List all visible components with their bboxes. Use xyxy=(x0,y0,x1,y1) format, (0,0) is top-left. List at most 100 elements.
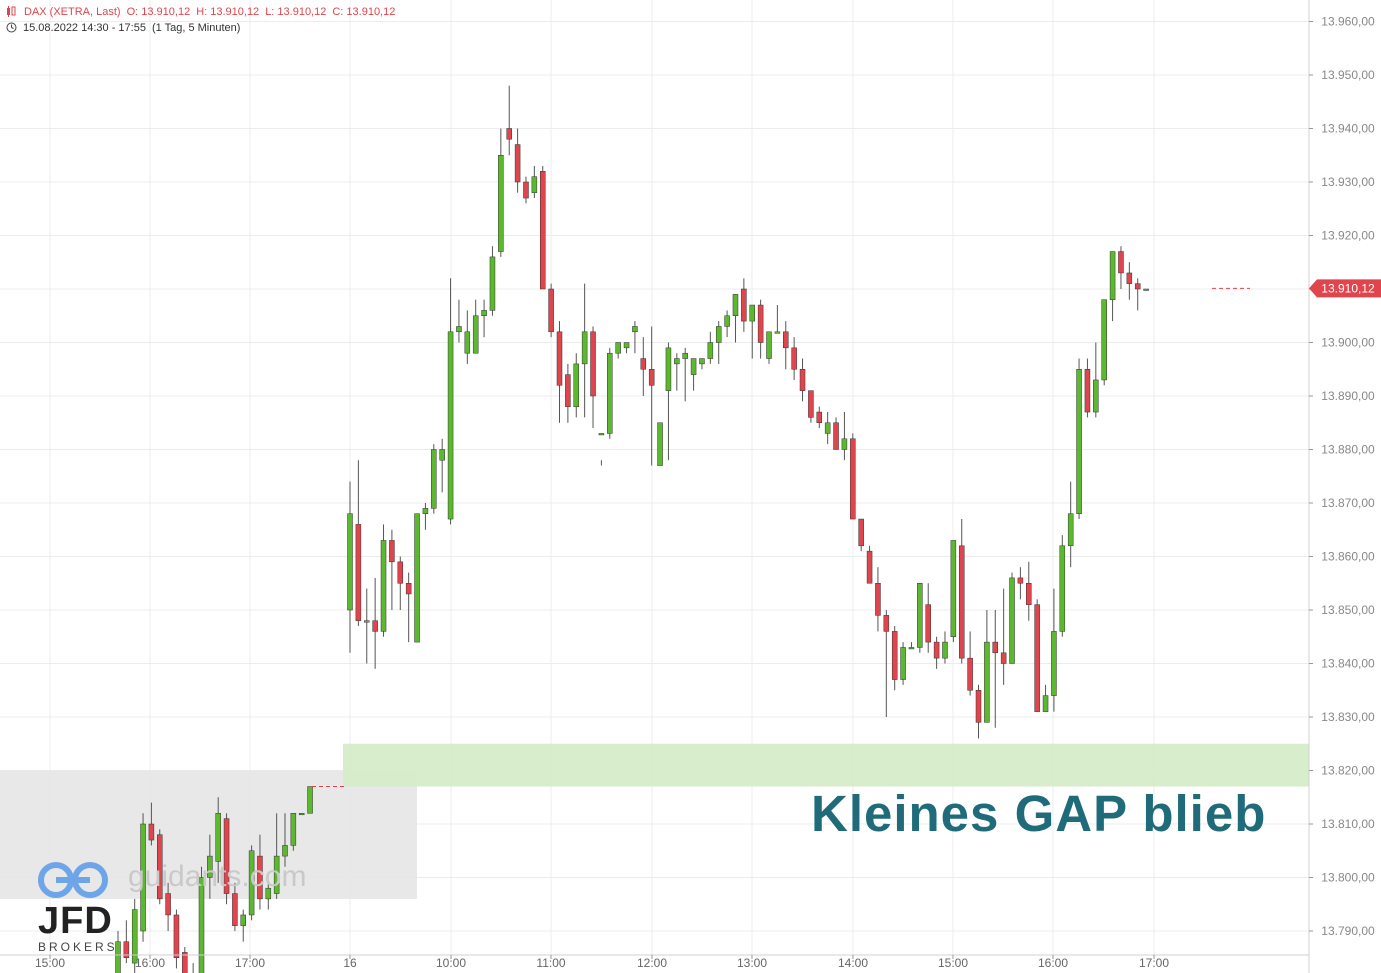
candle-down xyxy=(165,893,171,916)
y-tick-label: 13.960,00 xyxy=(1321,15,1375,29)
candle-up xyxy=(431,449,437,509)
candle-up xyxy=(665,347,672,391)
candle-up xyxy=(607,352,613,434)
high-value: H: 13.910,12 xyxy=(196,6,260,18)
candle-up xyxy=(207,855,213,878)
candle-down xyxy=(372,620,378,632)
candlestick-icon xyxy=(6,6,18,20)
x-tick-label: 14:00 xyxy=(838,956,868,970)
candle-up xyxy=(715,326,722,343)
last-price-marker: 13.910,12 xyxy=(1309,279,1381,298)
candle-up xyxy=(699,358,705,365)
candle-up xyxy=(1059,545,1066,632)
candle-up xyxy=(573,363,580,407)
candle-down xyxy=(556,331,563,386)
guidants-logo-icon xyxy=(38,860,110,905)
candle-down xyxy=(565,374,571,407)
candle-up xyxy=(1067,513,1074,547)
candle-down xyxy=(791,347,797,370)
chart-grid xyxy=(0,0,1309,955)
candle-up xyxy=(1042,695,1049,712)
candle-down xyxy=(148,823,155,841)
candle-up xyxy=(657,422,663,466)
x-tick-label: 16:00 xyxy=(1038,956,1068,970)
candle-up xyxy=(908,647,915,650)
x-tick-label: 15:00 xyxy=(35,956,65,970)
candle-up xyxy=(824,422,831,434)
candle-up xyxy=(774,331,781,334)
candle-down xyxy=(157,834,163,900)
candle-up xyxy=(732,294,739,317)
candle-up xyxy=(422,508,429,514)
candle-up xyxy=(581,331,588,365)
candle-up xyxy=(481,310,487,316)
candle-down xyxy=(925,604,931,643)
interval: (1 Tag, 5 Minuten) xyxy=(151,22,241,34)
candle-down xyxy=(389,540,395,563)
candle-up xyxy=(456,326,462,333)
candle-up xyxy=(1076,369,1082,514)
candle-up xyxy=(950,540,957,638)
y-tick-label: 13.850,00 xyxy=(1321,603,1375,617)
candle-down xyxy=(1026,583,1032,605)
candle-up xyxy=(498,155,504,252)
candle-up xyxy=(290,813,297,846)
candle-up xyxy=(131,909,138,964)
candle-down xyxy=(833,422,839,450)
candle-up xyxy=(917,583,923,648)
candle-down xyxy=(808,390,814,418)
last-price-badge xyxy=(1309,279,1381,298)
candle-down xyxy=(355,524,362,621)
x-tick-label: 12:00 xyxy=(637,956,667,970)
candle-up xyxy=(1051,631,1057,696)
candle-down xyxy=(405,583,412,595)
candle-up xyxy=(414,513,420,643)
chart-header-ohlc: DAX (XETRA, Last) O: 13.910,12 H: 13.910,1… xyxy=(6,6,401,20)
candle-down xyxy=(967,657,973,691)
candle-up xyxy=(380,540,387,632)
candle-down xyxy=(232,893,238,926)
gap-zone xyxy=(343,743,1309,787)
x-axis: 15:00 16:00 17:00 16 10:00 11:00 12:00 13:00 14:… xyxy=(0,954,1309,970)
y-tick-label: 13.800,00 xyxy=(1321,871,1375,885)
candle-down xyxy=(741,288,747,322)
close-value: C: 13.910,12 xyxy=(332,6,396,18)
candle-up xyxy=(984,641,990,723)
candle-up xyxy=(265,887,272,900)
candle-up xyxy=(248,850,255,916)
x-tick-label: 17:00 xyxy=(235,956,265,970)
y-tick-label: 13.880,00 xyxy=(1321,443,1375,457)
candle-down xyxy=(891,631,898,680)
candle-down xyxy=(123,941,130,959)
candle-down xyxy=(875,583,881,616)
candle-up xyxy=(900,647,906,680)
candle-up xyxy=(1101,299,1107,381)
candle-up xyxy=(364,620,370,623)
candle-up xyxy=(1109,251,1116,300)
y-tick-label: 13.870,00 xyxy=(1321,496,1375,510)
candle-up xyxy=(447,331,454,520)
candle-down xyxy=(539,171,546,290)
candle-up xyxy=(1093,379,1099,413)
candle-down xyxy=(648,369,655,386)
candle-down xyxy=(548,288,554,333)
candle-down xyxy=(1126,272,1133,284)
candle-down xyxy=(1134,283,1141,290)
y-tick-label: 13.840,00 xyxy=(1321,657,1375,671)
candle-up xyxy=(841,438,848,450)
candle-up xyxy=(1143,288,1149,291)
candle-up xyxy=(298,813,305,816)
candle-down xyxy=(883,615,890,632)
candle-down xyxy=(173,914,180,959)
y-tick-label: 13.860,00 xyxy=(1321,550,1375,564)
candle-down xyxy=(182,952,188,973)
candle-up xyxy=(282,845,288,857)
candle-down xyxy=(506,128,512,140)
date-range: 15.08.2022 14:30 - 17:55 xyxy=(23,22,146,34)
candle-up xyxy=(724,315,730,327)
candle-down xyxy=(799,369,806,391)
candle-up xyxy=(472,315,479,354)
candle-down xyxy=(590,331,596,397)
candle-up xyxy=(749,304,755,322)
